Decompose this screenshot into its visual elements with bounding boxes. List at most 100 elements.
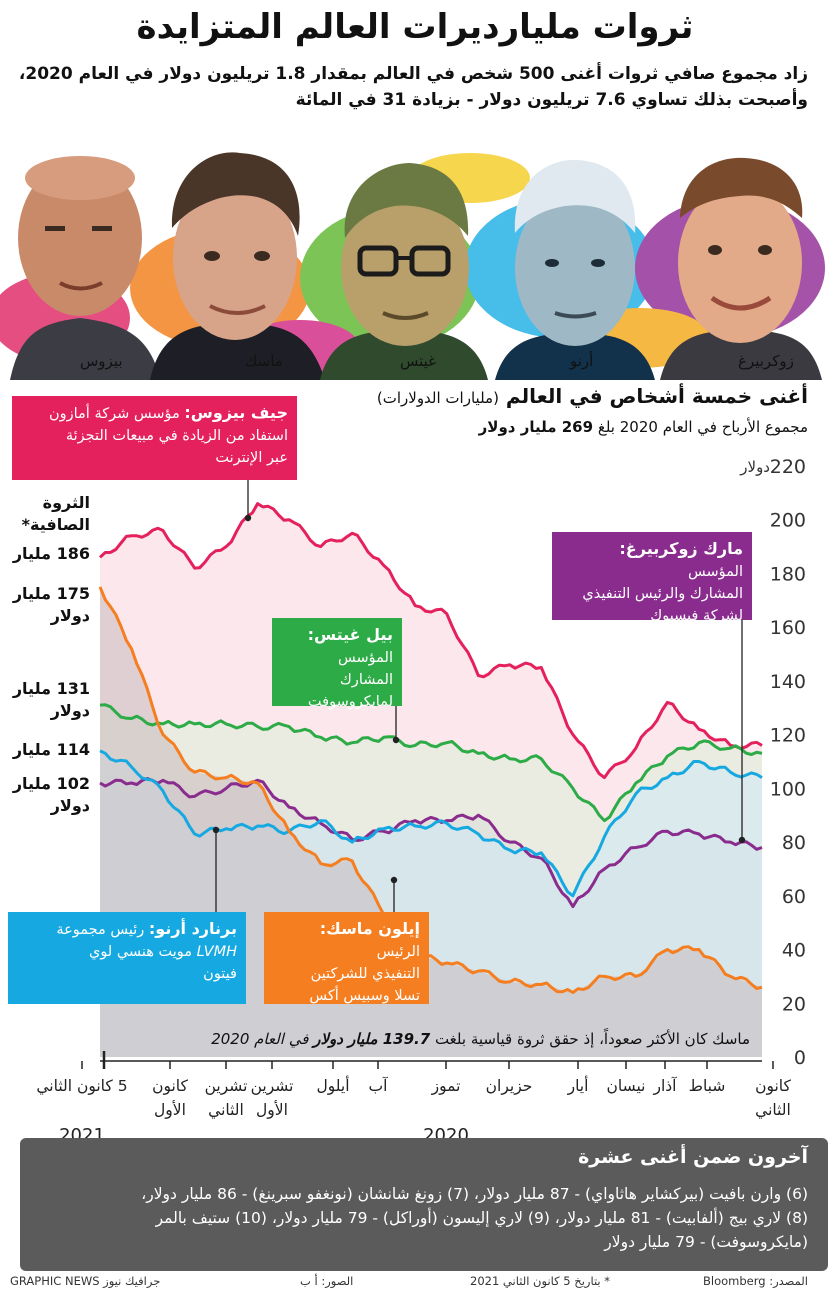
others-line-3: (مايكروسوفت) - 79 مليار دولار [604, 1233, 808, 1251]
leader-arnault-dot [212, 826, 220, 834]
x-label-12: 5 كانون الثاني [36, 1077, 127, 1096]
x-label-2: آذار [652, 1076, 677, 1095]
chart-lines [98, 502, 763, 994]
others-box [20, 1138, 828, 1271]
others-list: (6) وارن بافيت (بيركشاير هاثاواي) - 87 م… [30, 1182, 808, 1254]
level-gates: 131 مليار دولار [4, 678, 90, 722]
profits-value: 269 مليار دولار [478, 418, 594, 436]
annotation-musk-text2: التنفيذي للشركتين [310, 966, 420, 982]
x-label-line1-0: كانون [755, 1077, 791, 1095]
portrait-arnault [495, 159, 655, 380]
portrait-zuckerberg [660, 157, 822, 380]
x-label-8: أيلول [316, 1075, 349, 1095]
x-label-line1-11: كانون [152, 1077, 188, 1095]
x-label-10: تشرين الثاني [205, 1077, 248, 1120]
x-year-2020: 2020 [423, 1125, 469, 1140]
portrait-name-arnault: أرنو [570, 352, 594, 370]
annotation-musk-text3: تسلا وسبيس أكس [309, 988, 420, 1004]
line-مارك زوكربيرغ [99, 777, 763, 909]
x-label-6: تموز [431, 1077, 461, 1095]
others-title: آخرون ضمن أغنى عشرة [578, 1146, 808, 1168]
x-label-line2-11: الأول [154, 1100, 186, 1120]
musk-note-prefix: ماسك كان الأكثر صعوداً، إذ حقق ثروة قياس… [434, 1030, 750, 1048]
level-zuck-2: دولار [50, 796, 90, 815]
line-جيف بيزوس [98, 502, 763, 780]
annotation-bezos-text1: مؤسس شركة أمازون [48, 406, 185, 422]
y-tick-180: 180 [770, 563, 806, 585]
profits-line: مجموع الأرباح في العام 2020 بلغ 269 مليا… [479, 418, 808, 436]
level-bezos: 186 مليار [12, 544, 90, 563]
annotation-arnault-text2: LVMH [196, 944, 237, 960]
annotation-zuck-text2: المشارك والرئيس التنفيذي [582, 586, 743, 602]
page-title: ثروات مليارديرات العالم المتزايدة [136, 7, 694, 47]
portrait-gates [320, 163, 488, 380]
annotation-gates: بيل غيتس: المؤسس المشارك لمايكروسوفت [272, 618, 402, 710]
annotation-arnault-name: برنارد أرنو: [148, 919, 237, 938]
x-label-line2-0: الثاني [755, 1101, 791, 1120]
chart-title-text: أغنى خمسة أشخاص في العالم [505, 384, 808, 408]
portrait-name-bezos: بيزوس [80, 352, 123, 370]
leader-gates-dot [392, 736, 400, 744]
portraits-strip [0, 152, 825, 380]
annotation-zuck-name: مارك زوكربيرغ: [619, 539, 743, 558]
annotation-zuck-text1: المؤسس [688, 564, 743, 580]
y-tick-40: 40 [782, 940, 806, 962]
annotation-arnault-text3: مويت هنسي لوي [88, 944, 197, 960]
footer-source: المصدر: Bloomberg [702, 1274, 808, 1288]
x-label-4: أيار [567, 1075, 589, 1095]
line-إيلون ماسك [98, 586, 763, 994]
portrait-musk [150, 152, 325, 380]
annotation-zuckerberg: مارك زوكربيرغ: المؤسس المشارك والرئيس ال… [552, 532, 752, 624]
x-label-1: شباط [689, 1077, 726, 1095]
levels-header: الثروة الصافية* [4, 492, 90, 536]
y-tick-200: 200 [770, 510, 806, 532]
levels-header-1: الثروة [42, 493, 90, 512]
others-line-2: (8) لاري بيج (ألفابيت) - 81 مليار دولار،… [155, 1209, 808, 1227]
musk-note-suffix: في العام 2020 [211, 1030, 309, 1048]
y-tick-120: 120 [770, 725, 806, 747]
x-axis: كانون الثاني شباط آذار نيسان أيار حزيران تموز آب… [36, 1051, 792, 1140]
subtitle-line-2: وأصبحت بذلك تساوي 7.6 تريليون دولار - بز… [295, 90, 808, 110]
x-year-2021: 2021 [59, 1125, 105, 1140]
level-musk-1: 175 مليار [12, 584, 90, 603]
footer-date-note: * بتاريخ 5 كانون الثاني 2021 [470, 1274, 611, 1288]
subtitle-line-1: زاد مجموع صافي ثروات أغنى 500 شخص في الع… [18, 64, 808, 84]
x-label-11: كانون الأول [152, 1077, 188, 1120]
leader-musk-dot [390, 876, 398, 884]
level-arnault: 114 مليار [12, 740, 90, 759]
annotation-gates-text1: المؤسس المشارك [338, 650, 393, 688]
musk-record-note: ماسك كان الأكثر صعوداً، إذ حقق ثروة قياس… [110, 1030, 750, 1048]
annotation-bezos-text3: عبر الإنترنت [215, 450, 288, 466]
y-tick-0: 0 [794, 1047, 806, 1069]
footer: المصدر: Bloomberg * بتاريخ 5 كانون الثان… [0, 1272, 830, 1290]
y-tick-60: 60 [782, 886, 806, 908]
y-tick-220: 220 [770, 456, 806, 478]
portrait-name-zuckerberg: زوكربيرغ [738, 352, 794, 370]
annotation-arnault-text1: رئيس مجموعة [56, 922, 149, 938]
line-برنارد أرنو [99, 749, 763, 898]
level-musk: 175 مليار دولار [4, 583, 90, 627]
x-label-line2-9: الأول [256, 1100, 288, 1120]
portrait-name-musk: ماسك [245, 352, 283, 370]
level-gates-1: 131 مليار [12, 679, 90, 698]
x-label-5: حزيران [486, 1077, 533, 1095]
y-tick-140: 140 [770, 671, 806, 693]
annotation-gates-text2: لمايكروسوفت [307, 694, 393, 710]
chart-unit: (مليارات الدولارات) [376, 389, 499, 407]
footer-credit: GRAPHIC NEWS جرافيك نيوز [10, 1274, 161, 1288]
portrait-name-gates: غيتس [400, 352, 437, 370]
annotation-gates-name: بيل غيتس: [307, 625, 393, 644]
annotation-musk-name: إيلون ماسك: [319, 919, 420, 938]
level-zuck-1: 102 مليار [12, 774, 90, 793]
x-label-3: نيسان [607, 1077, 646, 1095]
others-line-1: (6) وارن بافيت (بيركشاير هاثاواي) - 87 م… [141, 1185, 808, 1203]
annotation-bezos-name: جيف بيزوس: [184, 403, 288, 422]
annotation-zuck-text3: لشركة فيسبوك [650, 608, 743, 624]
footer-photos: الصور: أ ب [300, 1274, 354, 1288]
y-tick-160: 160 [770, 617, 806, 639]
annotation-arnault: برنارد أرنو: رئيس مجموعة LVMH مويت هنسي … [8, 912, 246, 1004]
line-بيل غيتس [99, 703, 763, 823]
x-label-line1-9: تشرين [251, 1077, 294, 1095]
x-label-line2-10: الثاني [208, 1101, 244, 1120]
